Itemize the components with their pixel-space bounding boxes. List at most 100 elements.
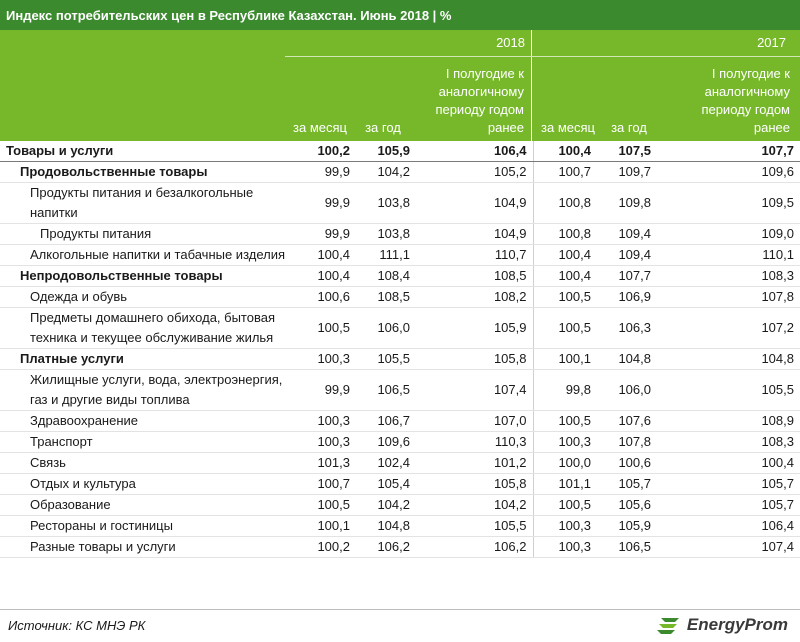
value-cell: 107,5: [597, 141, 657, 162]
table-row: Алкогольные напитки и табачные изделия 10…: [0, 244, 800, 266]
value-cell: 110,7: [416, 244, 533, 266]
header-2017-year: за год: [611, 120, 647, 135]
value-cell: 107,8: [657, 286, 800, 308]
value-cell: 108,5: [356, 286, 416, 308]
value-cell: 103,8: [356, 182, 416, 224]
header-year-2018: 2018: [496, 35, 525, 50]
row-label: Отдых и культура: [0, 473, 292, 495]
value-cell: 100,4: [532, 141, 597, 162]
row-label: Рестораны и гостиницы: [0, 515, 292, 537]
row-label: Образование: [0, 494, 292, 516]
value-cell: 107,6: [597, 410, 657, 432]
value-cell: 102,4: [356, 452, 416, 474]
value-cell: 100,3: [532, 515, 597, 537]
value-cell: 106,0: [597, 369, 657, 411]
value-cell: 100,3: [532, 431, 597, 453]
value-cell: 106,3: [597, 307, 657, 349]
value-cell: 106,9: [597, 286, 657, 308]
value-cell: 109,6: [657, 161, 800, 183]
row-label: Транспорт: [0, 431, 292, 453]
value-cell: 105,8: [416, 473, 533, 495]
value-cell: 105,4: [356, 473, 416, 495]
value-cell: 106,7: [356, 410, 416, 432]
value-cell: 107,7: [597, 265, 657, 287]
header-2017-month: за месяц: [541, 120, 595, 135]
table-row: Одежда и обувь 100,6 108,5 108,2 100,5 106,9 1…: [0, 286, 800, 308]
value-cell: 109,6: [356, 431, 416, 453]
value-cell: 99,8: [532, 369, 597, 411]
row-label: Жилищные услуги, вода, электроэнергия, г…: [0, 369, 292, 411]
cpi-table: Товары и услуги 100,2 105,9 106,4 100,4 107,5…: [0, 141, 800, 558]
value-cell: 106,2: [356, 536, 416, 558]
value-cell: 109,5: [657, 182, 800, 224]
value-cell: 105,2: [416, 161, 533, 183]
row-label: Непродовольственные товары: [0, 265, 292, 287]
value-cell: 100,5: [292, 307, 356, 349]
value-cell: 107,4: [657, 536, 800, 558]
value-cell: 105,7: [657, 473, 800, 495]
value-cell: 99,9: [292, 369, 356, 411]
value-cell: 109,0: [657, 223, 800, 245]
value-cell: 105,7: [657, 494, 800, 516]
row-label: Продовольственные товары: [0, 161, 292, 183]
row-label: Здравоохранение: [0, 410, 292, 432]
row-label: Разные товары и услуги: [0, 536, 292, 558]
table-row: Продовольственные товары 99,9 104,2 105,2 10…: [0, 161, 800, 183]
value-cell: 100,0: [532, 452, 597, 474]
table-row: Жилищные услуги, вода, электроэнергия, г…: [0, 369, 800, 411]
row-label: Продукты питания: [0, 223, 292, 245]
brand-logo: EnergyProm: [656, 614, 788, 636]
value-cell: 106,0: [356, 307, 416, 349]
value-cell: 111,1: [356, 244, 416, 266]
value-cell: 108,3: [657, 265, 800, 287]
value-cell: 100,3: [292, 348, 356, 370]
table-header: 2018 2017 за месяц за год I полугодие к …: [0, 30, 800, 141]
value-cell: 108,3: [657, 431, 800, 453]
table-row: Связь 101,3 102,4 101,2 100,0 100,6 100,4: [0, 452, 800, 474]
row-label: Предметы домашнего обихода, бытовая техн…: [0, 307, 292, 349]
header-year-2017: 2017: [757, 35, 786, 50]
header-rule: [285, 56, 800, 57]
value-cell: 101,3: [292, 452, 356, 474]
table-row: Здравоохранение 100,3 106,7 107,0 100,5 107,6…: [0, 410, 800, 432]
table-row: Образование 100,5 104,2 104,2 100,5 105,6 105,…: [0, 494, 800, 516]
logo-text: EnergyProm: [686, 615, 788, 634]
table-row: Рестораны и гостиницы 100,1 104,8 105,5 100,…: [0, 515, 800, 537]
table-row: Транспорт 100,3 109,6 110,3 100,3 107,8 108,3: [0, 431, 800, 453]
value-cell: 100,5: [532, 307, 597, 349]
value-cell: 100,5: [532, 494, 597, 516]
value-cell: 106,4: [657, 515, 800, 537]
value-cell: 108,9: [657, 410, 800, 432]
table-row: Непродовольственные товары 100,4 108,4 108,…: [0, 265, 800, 287]
value-cell: 109,7: [597, 161, 657, 183]
table-row: Разные товары и услуги 100,2 106,2 106,2 100…: [0, 536, 800, 558]
value-cell: 104,2: [416, 494, 533, 516]
value-cell: 100,4: [657, 452, 800, 474]
value-cell: 100,1: [532, 348, 597, 370]
header-separator: [531, 30, 532, 141]
value-cell: 100,2: [292, 536, 356, 558]
value-cell: 107,7: [657, 141, 800, 162]
table-row: Отдых и культура 100,7 105,4 105,8 101,1 105,…: [0, 473, 800, 495]
row-label: Платные услуги: [0, 348, 292, 370]
value-cell: 105,6: [597, 494, 657, 516]
value-cell: 107,0: [416, 410, 533, 432]
value-cell: 100,3: [292, 410, 356, 432]
value-cell: 104,8: [356, 515, 416, 537]
value-cell: 104,2: [356, 161, 416, 183]
value-cell: 105,8: [416, 348, 533, 370]
table-row: Предметы домашнего обихода, бытовая техн…: [0, 307, 800, 349]
value-cell: 100,8: [532, 182, 597, 224]
value-cell: 99,9: [292, 223, 356, 245]
row-label: Одежда и обувь: [0, 286, 292, 308]
value-cell: 108,4: [356, 265, 416, 287]
value-cell: 108,2: [416, 286, 533, 308]
value-cell: 101,1: [532, 473, 597, 495]
footer: Источник: КС МНЭ РК EnergyProm: [0, 609, 800, 642]
value-cell: 105,9: [416, 307, 533, 349]
table-title: Индекс потребительских цен в Республике …: [0, 0, 800, 30]
value-cell: 100,4: [292, 265, 356, 287]
value-cell: 101,2: [416, 452, 533, 474]
value-cell: 100,1: [292, 515, 356, 537]
value-cell: 104,2: [356, 494, 416, 516]
